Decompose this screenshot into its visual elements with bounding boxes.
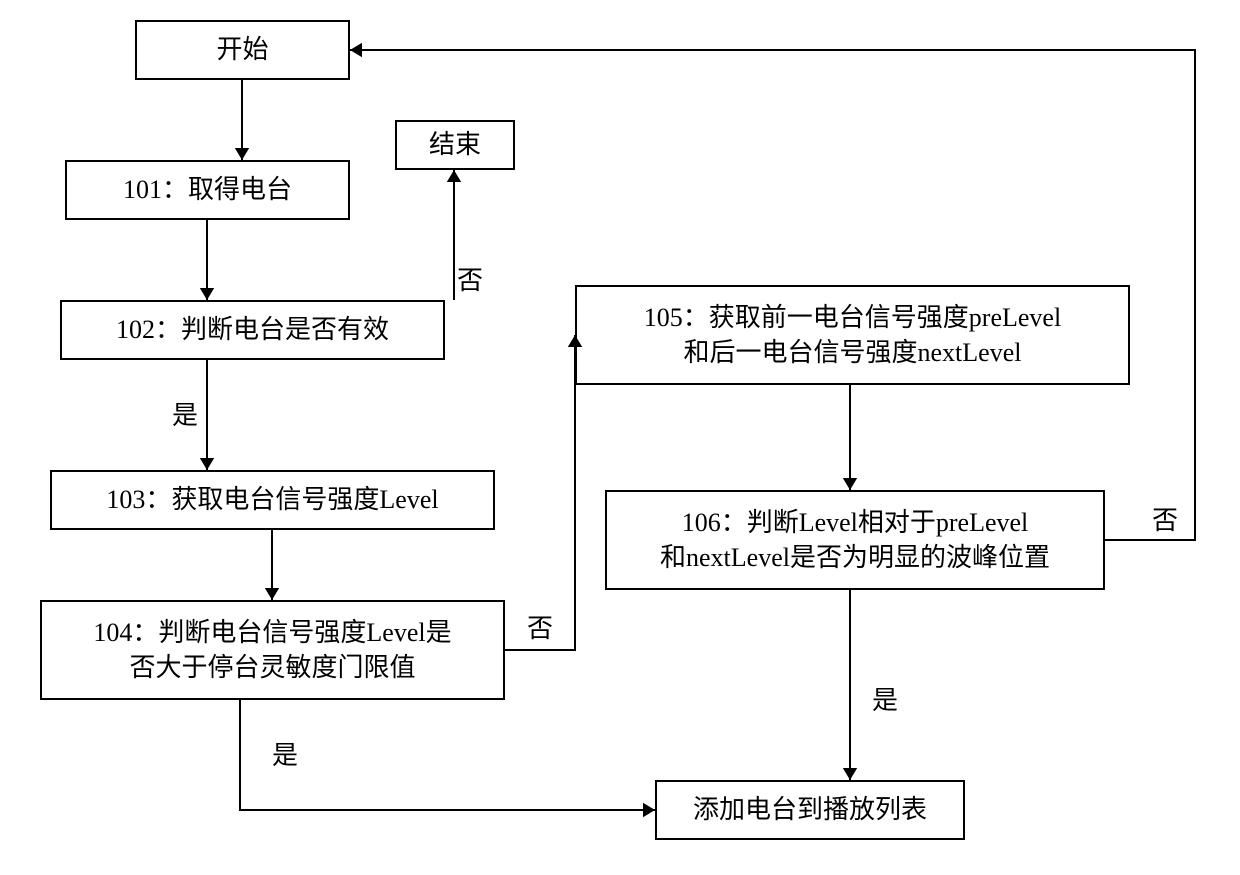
flowchart-arrows: [0, 0, 1240, 875]
node-105: 105：获取前一电台信号强度preLevel 和后一电台信号强度nextLeve…: [575, 285, 1130, 385]
node-addlist: 添加电台到播放列表: [655, 780, 965, 840]
node-101: 101：取得电台: [65, 160, 350, 220]
node-103: 103：获取电台信号强度Level: [50, 470, 495, 530]
label-106-yes: 是: [870, 680, 900, 717]
node-104: 104：判断电台信号强度Level是 否大于停台灵敏度门限值: [40, 600, 505, 700]
label-106-no: 否: [1150, 500, 1180, 537]
node-106: 106：判断Level相对于preLevel 和nextLevel是否为明显的波…: [605, 490, 1105, 590]
label-102-no: 否: [455, 260, 485, 297]
node-start: 开始: [135, 20, 350, 80]
label-104-yes: 是: [270, 735, 300, 772]
label-104-no: 否: [525, 608, 555, 645]
node-end: 结束: [395, 120, 515, 170]
label-102-yes: 是: [170, 395, 200, 432]
node-102: 102：判断电台是否有效: [60, 300, 445, 360]
